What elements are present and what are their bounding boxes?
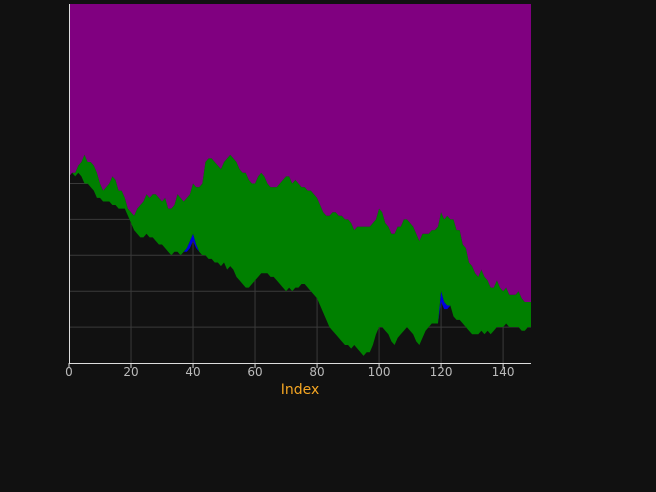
x-tick-labels: 0 20 40 60 80 100 120 140: [65, 363, 515, 379]
x-tick-label: 40: [185, 365, 200, 379]
x-tick-label: 60: [247, 365, 262, 379]
x-tick-label: 80: [309, 365, 324, 379]
x-tick-label: 120: [430, 365, 453, 379]
axes: [69, 4, 531, 364]
area-series-green: [69, 154, 531, 356]
x-tick-label: 140: [492, 365, 515, 379]
area-series-base: [69, 172, 531, 363]
x-axis-label: Index: [281, 382, 320, 398]
x-tick-label: 0: [65, 365, 73, 379]
x-tick-label: 100: [368, 365, 391, 379]
x-tick-label: 20: [123, 365, 138, 379]
area-series-purple: [69, 4, 531, 302]
area-layers: [69, 4, 531, 363]
